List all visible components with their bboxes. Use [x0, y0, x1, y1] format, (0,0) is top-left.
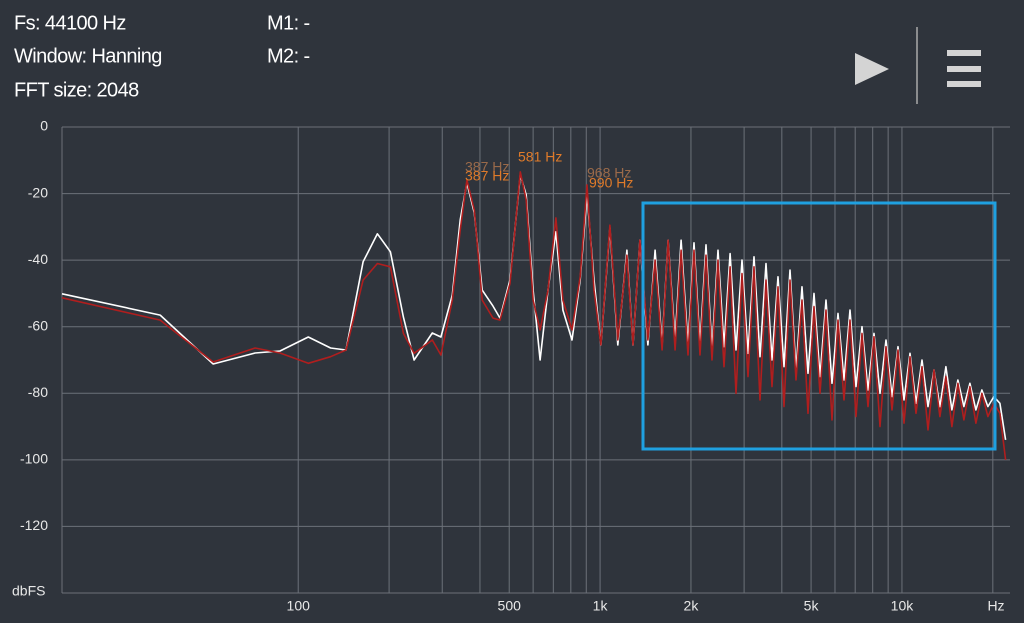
- peak-label: 581 Hz: [518, 149, 562, 165]
- play-button[interactable]: [855, 53, 889, 85]
- y-tick-label: -20: [28, 184, 48, 200]
- y-tick-label: -60: [28, 317, 48, 333]
- menu-button[interactable]: [947, 50, 981, 87]
- y-axis-label: dbFS: [12, 583, 45, 599]
- fft-size: FFT size: 2048: [14, 79, 139, 101]
- x-tick-label: 5k: [804, 598, 820, 614]
- y-tick-label: 0: [40, 118, 48, 134]
- window-type: Window: Hanning: [14, 45, 162, 67]
- menu-bar[interactable]: [947, 81, 981, 87]
- plot: 0 -20 -40 -60 -80 -100 -120 100 500 1k 2k 5k 10k 387 …: [20, 118, 1010, 614]
- x-tick-label: 100: [287, 598, 311, 614]
- y-tick-label: -40: [28, 251, 48, 267]
- peak-label: 968 Hz: [587, 165, 631, 181]
- sample-rate: Fs: 44100 Hz: [14, 12, 126, 34]
- y-tick-label: -80: [28, 384, 48, 400]
- menu-bar[interactable]: [947, 50, 981, 56]
- marker-1: M1: -: [267, 12, 310, 34]
- peak-label: 990 Hz: [589, 175, 633, 191]
- x-tick-label: 1k: [593, 598, 609, 614]
- x-tick-label: 500: [498, 598, 522, 614]
- y-tick-label: -100: [20, 451, 48, 467]
- peak-label: 387 Hz: [465, 159, 509, 175]
- x-unit-label: Hz: [987, 598, 1004, 614]
- spectrum-line: [61, 171, 1007, 460]
- y-tick-label: -120: [20, 517, 48, 533]
- menu-bar[interactable]: [947, 66, 981, 72]
- x-tick-label: 10k: [891, 598, 915, 614]
- selection-box[interactable]: [641, 201, 997, 451]
- peak-label: 387 Hz: [465, 168, 509, 184]
- marker-2: M2: -: [267, 45, 310, 67]
- x-tick-label: 2k: [684, 598, 700, 614]
